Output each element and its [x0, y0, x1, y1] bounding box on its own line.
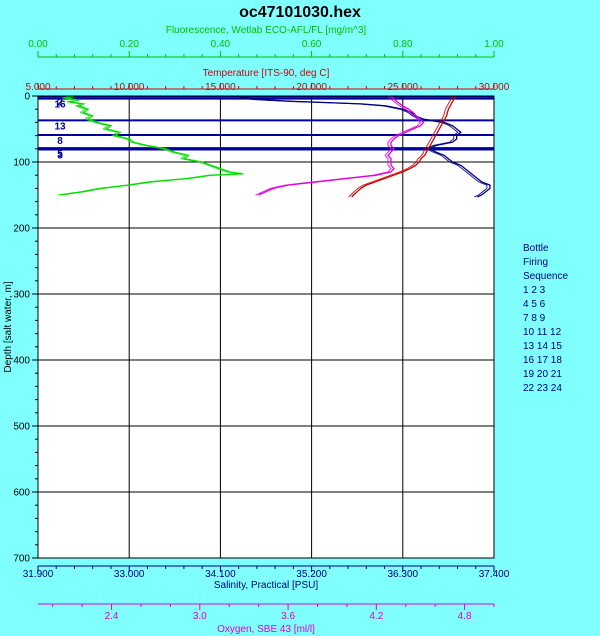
- legend-sequence-row: 1 2 3: [523, 285, 546, 296]
- legend-title-line: Firing: [523, 257, 548, 268]
- temperature-tick-label: 5.000: [25, 82, 50, 93]
- bottle-label: 8: [57, 136, 63, 147]
- bottle-label: 5: [57, 149, 63, 160]
- oxygen-tick-label: 3.0: [193, 611, 207, 622]
- temperature-profile-line-2: [348, 95, 454, 198]
- depth-axis: 0 100 200 300 400 500 600 700: [13, 92, 38, 565]
- depth-axis-label: Depth [salt water, m]: [3, 281, 14, 372]
- salinity-profile-line-2: [233, 95, 488, 198]
- depth-tick-label: 200: [13, 224, 30, 235]
- legend-sequence-row: 4 5 6: [523, 299, 546, 310]
- oxygen-axis: 2.4 3.0 3.6 4.2 4.8: [38, 603, 495, 622]
- legend-sequence-row: 22 23 24: [523, 383, 562, 394]
- temperature-tick-label: 25.000: [388, 82, 419, 93]
- chart-title: oc47101030.hex: [239, 4, 361, 21]
- salinity-tick-label: 33.000: [114, 569, 145, 580]
- oxygen-tick-label: 2.4: [105, 611, 119, 622]
- depth-tick-label: 300: [13, 290, 30, 301]
- salinity-axis-label: Salinity, Practical [PSU]: [214, 580, 319, 591]
- fluorescence-tick-label: 0.80: [393, 39, 413, 50]
- bottle-label: 3: [57, 150, 63, 161]
- data-series: [57, 95, 491, 198]
- salinity-tick-label: 37.400: [479, 569, 510, 580]
- plot-frame: [37, 95, 495, 559]
- fluorescence-tick-label: 0.20: [119, 39, 139, 50]
- plot-grid: [38, 96, 494, 558]
- oxygen-tick-label: 4.8: [458, 611, 472, 622]
- temperature-profile-line: [351, 95, 457, 198]
- depth-tick-label: 100: [13, 158, 30, 169]
- salinity-tick-label: 36.300: [388, 569, 419, 580]
- salinity-tick-label: 34.100: [205, 569, 236, 580]
- temperature-axis: 5.000 10.000 15.000 20.000 25.000 30.000: [25, 82, 509, 93]
- legend-sequence-row: 7 8 9: [523, 313, 546, 324]
- fluorescence-tick-label: 0.40: [211, 39, 231, 50]
- legend-sequence-row: 19 20 21: [523, 369, 562, 380]
- salinity-profile-line: [236, 95, 491, 198]
- temperature-tick-label: 10.000: [114, 82, 145, 93]
- oxygen-tick-label: 3.6: [281, 611, 295, 622]
- fluorescence-tick-label: 0.00: [28, 39, 48, 50]
- oxygen-tick-label: 4.2: [369, 611, 383, 622]
- fluorescence-profile-line-2: [57, 95, 241, 196]
- legend-sequence-row: 10 11 12: [523, 327, 562, 338]
- depth-tick-label: 600: [13, 488, 30, 499]
- temperature-tick-label: 15.000: [205, 82, 236, 93]
- salinity-tick-label: 31.900: [23, 569, 54, 580]
- temperature-tick-label: 20.000: [296, 82, 327, 93]
- fluorescence-axis: 0.00 0.20 0.40 0.60 0.80 1.00: [28, 39, 504, 58]
- depth-tick-label: 0: [24, 92, 30, 103]
- legend-sequence-row: 16 17 18: [523, 355, 562, 366]
- bottle-label: 16: [54, 100, 66, 111]
- oxygen-profile-line-2: [255, 95, 422, 196]
- depth-tick-label: 400: [13, 356, 30, 367]
- oxygen-axis-label: Oxygen, SBE 43 [ml/l]: [217, 624, 315, 635]
- temperature-axis-label: Temperature [ITS-90, deg C]: [203, 68, 330, 79]
- fluorescence-tick-label: 0.60: [302, 39, 322, 50]
- legend-title-line: Sequence: [523, 271, 568, 282]
- bottle-sequence-legend: Bottle Firing Sequence 1 2 3 4 5 6 7 8 9 10 11…: [523, 243, 568, 394]
- legend-sequence-row: 13 14 15: [523, 341, 562, 352]
- bottle-firing-lines: 216 13 8 53: [38, 95, 494, 161]
- plot-area: [38, 96, 494, 558]
- fluorescence-axis-label: Fluorescence, Wetlab ECO-AFL/FL [mg/m^3]: [166, 25, 367, 36]
- salinity-axis: 31.900 33.000 34.100 35.200 36.300 37.400: [23, 565, 510, 580]
- fluorescence-tick-label: 1.00: [484, 39, 504, 50]
- depth-tick-label: 500: [13, 422, 30, 433]
- temperature-tick-label: 30.000: [479, 82, 510, 93]
- depth-tick-label: 700: [13, 554, 30, 565]
- legend-title-line: Bottle: [523, 243, 549, 254]
- salinity-tick-label: 35.200: [296, 569, 327, 580]
- bottle-label: 13: [54, 121, 66, 132]
- bottle-label: 2: [57, 98, 63, 109]
